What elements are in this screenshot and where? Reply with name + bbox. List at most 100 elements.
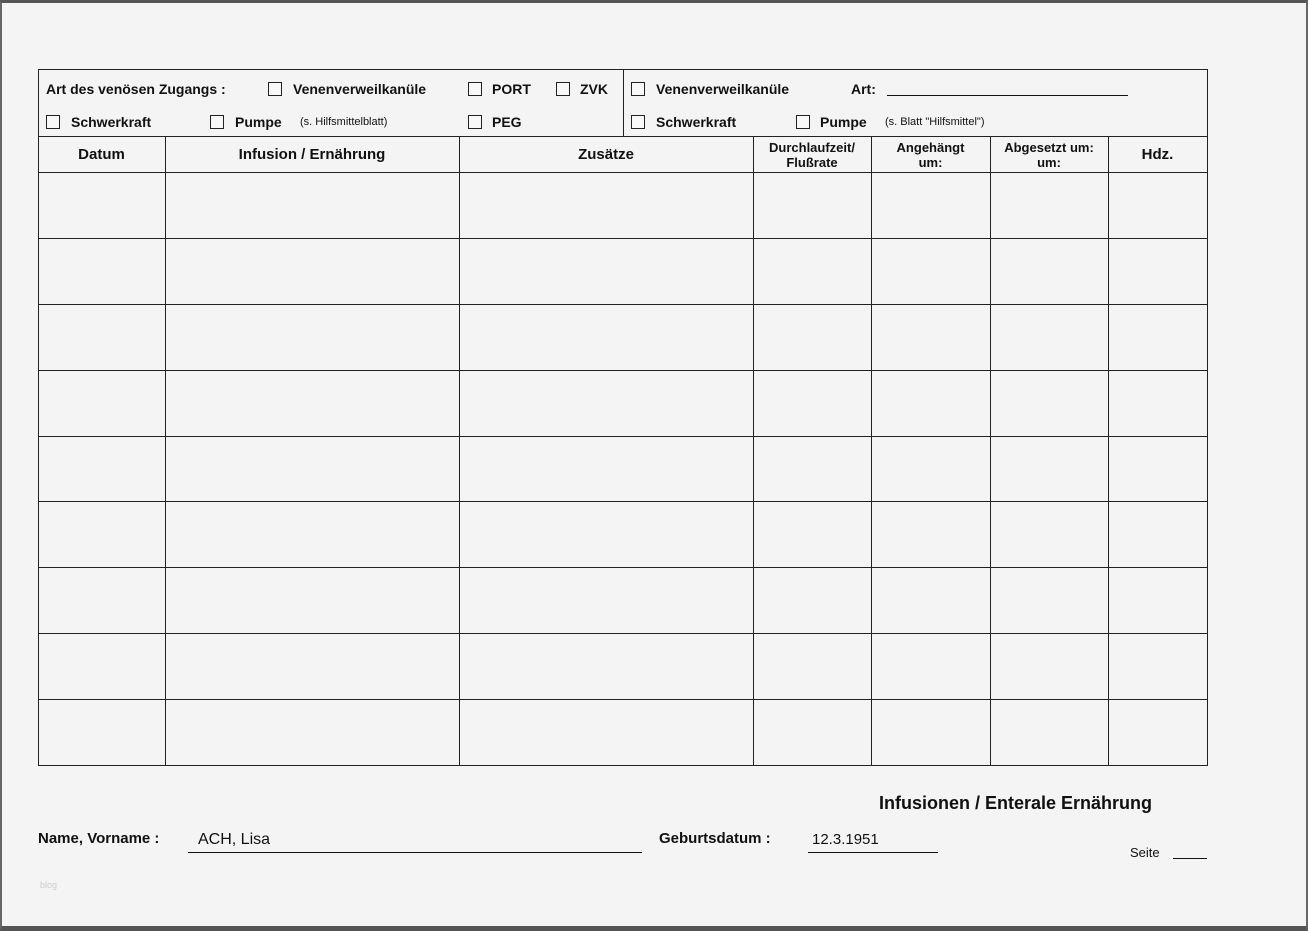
name-value[interactable]: ACH, Lisa bbox=[198, 831, 271, 848]
table-cell[interactable] bbox=[994, 176, 1104, 234]
row-divider bbox=[38, 238, 1208, 239]
checkbox-schwerkraft[interactable] bbox=[46, 115, 60, 129]
table-cell[interactable] bbox=[42, 703, 161, 761]
table-cell[interactable] bbox=[1112, 440, 1203, 498]
infusion-table bbox=[38, 136, 1208, 766]
table-cell[interactable] bbox=[994, 571, 1104, 629]
table-cell[interactable] bbox=[42, 505, 161, 563]
table-cell[interactable] bbox=[169, 440, 455, 498]
option-label: Pumpe bbox=[235, 114, 282, 130]
table-cell[interactable] bbox=[994, 440, 1104, 498]
checkbox-zvk[interactable] bbox=[556, 82, 570, 96]
column-divider bbox=[753, 136, 754, 766]
table-cell[interactable] bbox=[757, 242, 867, 300]
table-cell[interactable] bbox=[42, 374, 161, 432]
table-cell[interactable] bbox=[1112, 308, 1203, 366]
checkbox-peg[interactable] bbox=[468, 115, 482, 129]
table-cell[interactable] bbox=[1112, 374, 1203, 432]
table-cell[interactable] bbox=[42, 308, 161, 366]
table-cell[interactable] bbox=[1112, 703, 1203, 761]
table-cell[interactable] bbox=[169, 242, 455, 300]
table-cell[interactable] bbox=[169, 703, 455, 761]
table-cell[interactable] bbox=[169, 374, 455, 432]
checkbox-venenverweilkanuele-2[interactable] bbox=[631, 82, 645, 96]
table-cell[interactable] bbox=[42, 637, 161, 695]
table-cell[interactable] bbox=[757, 571, 867, 629]
table-cell[interactable] bbox=[1112, 637, 1203, 695]
table-cell[interactable] bbox=[875, 703, 986, 761]
table-cell[interactable] bbox=[994, 505, 1104, 563]
option-label: Schwerkraft bbox=[71, 114, 152, 130]
table-cell[interactable] bbox=[757, 637, 867, 695]
table-cell[interactable] bbox=[757, 308, 867, 366]
table-cell[interactable] bbox=[875, 374, 986, 432]
table-cell[interactable] bbox=[169, 571, 455, 629]
checkbox-port[interactable] bbox=[468, 82, 482, 96]
art-field[interactable] bbox=[887, 95, 1128, 96]
table-cell[interactable] bbox=[757, 176, 867, 234]
table-cell[interactable] bbox=[169, 505, 455, 563]
row-divider bbox=[38, 633, 1208, 634]
table-cell[interactable] bbox=[463, 505, 749, 563]
column-header-durchlaufzeit: Durchlaufzeit/ Flußrate bbox=[769, 139, 855, 170]
column-header-hdz: Hdz. bbox=[1141, 146, 1174, 163]
form-title: Infusionen / Enterale Ernährung bbox=[879, 793, 1153, 813]
table-cell[interactable] bbox=[757, 374, 867, 432]
table-cell[interactable] bbox=[1112, 242, 1203, 300]
row-divider bbox=[38, 436, 1208, 437]
checkbox-schwerkraft-2[interactable] bbox=[631, 115, 645, 129]
table-cell[interactable] bbox=[875, 571, 986, 629]
table-cell[interactable] bbox=[1112, 176, 1203, 234]
table-cell[interactable] bbox=[42, 242, 161, 300]
dob-field-line bbox=[808, 852, 938, 853]
table-cell[interactable] bbox=[875, 308, 986, 366]
table-cell[interactable] bbox=[463, 703, 749, 761]
table-cell[interactable] bbox=[875, 505, 986, 563]
option-label: Venenverweilkanüle bbox=[293, 81, 427, 97]
dob-label: Geburtsdatum : bbox=[659, 830, 771, 847]
option-label: Schwerkraft bbox=[656, 114, 737, 130]
table-cell[interactable] bbox=[757, 440, 867, 498]
table-cell[interactable] bbox=[1112, 505, 1203, 563]
table-cell[interactable] bbox=[994, 308, 1104, 366]
table-cell[interactable] bbox=[994, 637, 1104, 695]
row-divider bbox=[38, 172, 1208, 173]
table-cell[interactable] bbox=[463, 637, 749, 695]
table-cell[interactable] bbox=[169, 308, 455, 366]
name-label: Name, Vorname : bbox=[38, 830, 160, 847]
dob-value[interactable]: 12.3.1951 bbox=[812, 831, 879, 848]
table-cell[interactable] bbox=[1112, 571, 1203, 629]
table-cell[interactable] bbox=[994, 703, 1104, 761]
table-cell[interactable] bbox=[875, 176, 986, 234]
table-cell[interactable] bbox=[463, 242, 749, 300]
table-cell[interactable] bbox=[875, 637, 986, 695]
watermark: blog bbox=[40, 880, 58, 890]
table-cell[interactable] bbox=[994, 374, 1104, 432]
table-cell[interactable] bbox=[463, 440, 749, 498]
access-label: Art des venösen Zugangs : bbox=[46, 81, 226, 97]
checkbox-pumpe[interactable] bbox=[210, 115, 224, 129]
table-cell[interactable] bbox=[42, 440, 161, 498]
table-cell[interactable] bbox=[875, 242, 986, 300]
table-cell[interactable] bbox=[463, 374, 749, 432]
table-cell[interactable] bbox=[994, 242, 1104, 300]
column-divider bbox=[165, 136, 166, 766]
table-cell[interactable] bbox=[875, 440, 986, 498]
table-cell[interactable] bbox=[42, 176, 161, 234]
table-cell[interactable] bbox=[42, 571, 161, 629]
option-label: PEG bbox=[492, 114, 522, 130]
table-cell[interactable] bbox=[169, 176, 455, 234]
table-cell[interactable] bbox=[463, 176, 749, 234]
table-cell[interactable] bbox=[757, 505, 867, 563]
column-header-angehaengt: Angehängt um: bbox=[896, 139, 965, 170]
table-cell[interactable] bbox=[757, 703, 867, 761]
checkbox-venenverweilkanuele[interactable] bbox=[268, 82, 282, 96]
column-header-datum: Datum bbox=[78, 146, 125, 163]
page-field-line[interactable] bbox=[1173, 858, 1207, 859]
art-label: Art: bbox=[851, 81, 876, 97]
table-cell[interactable] bbox=[463, 308, 749, 366]
table-cell[interactable] bbox=[169, 637, 455, 695]
checkbox-pumpe-2[interactable] bbox=[796, 115, 810, 129]
table-cell[interactable] bbox=[463, 571, 749, 629]
